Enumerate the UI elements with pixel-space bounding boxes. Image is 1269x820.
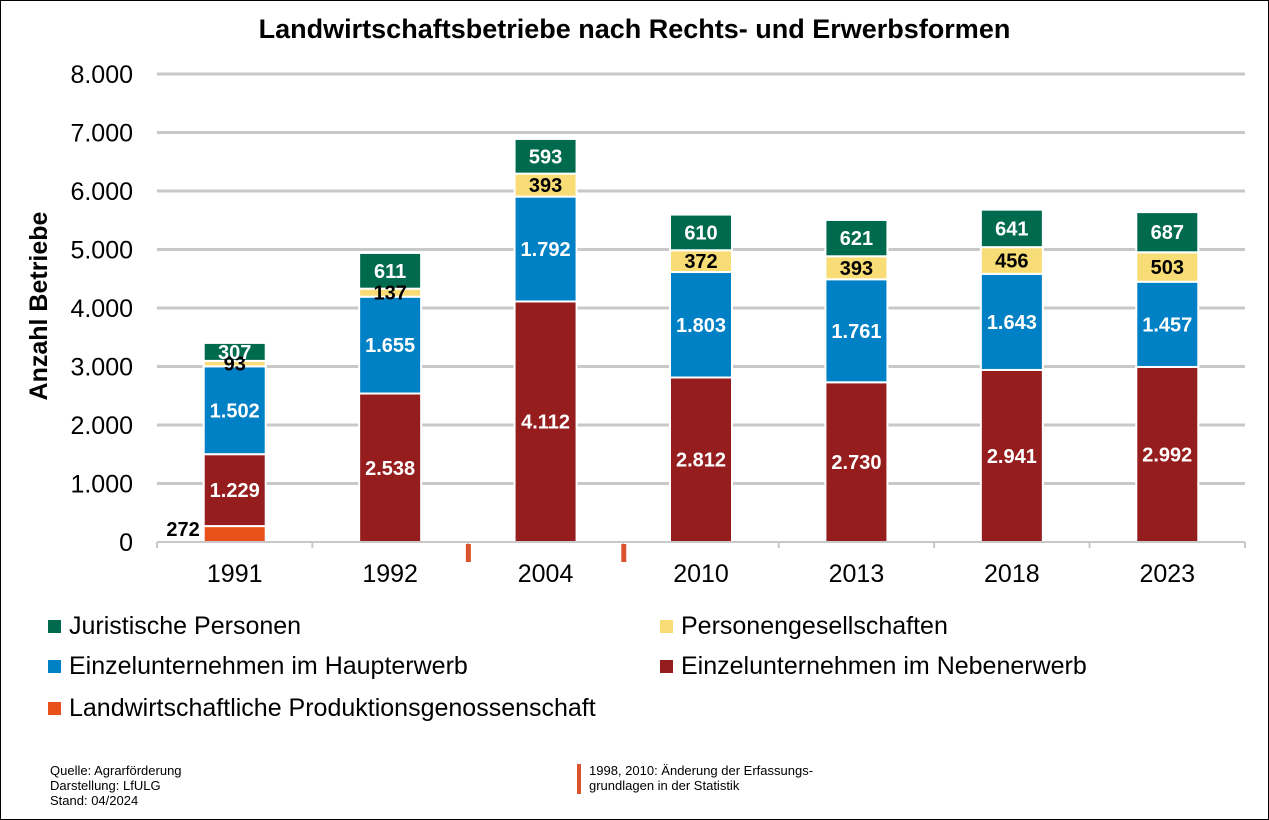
y-axis-label: Anzahl Betriebe xyxy=(25,211,53,400)
break-marker-legend xyxy=(577,764,581,794)
legend-item-juristische-personen: Juristische Personen xyxy=(48,612,301,641)
data-label: 2.941 xyxy=(987,446,1037,468)
x-tick-label: 2018 xyxy=(984,560,1040,588)
x-tick-label: 2004 xyxy=(518,560,574,588)
x-tick-label: 2013 xyxy=(829,560,885,588)
author-text: Darstellung: LfULG xyxy=(50,778,161,793)
bar-segment xyxy=(358,392,423,544)
bar-segment xyxy=(1135,280,1200,368)
data-label: 1.655 xyxy=(365,335,415,357)
y-tick-label: 3.000 xyxy=(70,354,133,382)
bar-segment xyxy=(979,246,1044,275)
x-tick-label: 1992 xyxy=(362,560,418,588)
data-label: 307 xyxy=(218,342,251,364)
footer-note: 1998, 2010: Änderung der Erfassungs- gru… xyxy=(589,763,813,793)
data-label: 2.730 xyxy=(831,452,881,474)
bar-segment xyxy=(1135,251,1200,283)
y-tick-label: 5.000 xyxy=(70,237,133,265)
legend-item-personengesellschaften: Personengesellschaften xyxy=(660,612,948,641)
bar-segment xyxy=(824,381,889,544)
legend-swatch xyxy=(48,702,61,715)
data-label: 372 xyxy=(684,251,717,273)
data-label: 272 xyxy=(166,519,199,541)
data-label: 2.538 xyxy=(365,458,415,480)
y-tick-label: 6.000 xyxy=(70,178,133,206)
data-label: 137 xyxy=(373,283,406,305)
x-tick-label: 2023 xyxy=(1139,560,1195,588)
bar-segment xyxy=(824,278,889,384)
data-label: 93 xyxy=(224,354,246,376)
bar-segment xyxy=(358,251,423,290)
data-label: 1.229 xyxy=(210,480,260,502)
data-label: 641 xyxy=(995,218,1028,240)
data-label: 593 xyxy=(529,146,562,168)
y-tick-label: 2.000 xyxy=(70,412,133,440)
data-label: 393 xyxy=(529,175,562,197)
data-label: 1.502 xyxy=(210,400,260,422)
bar-segment xyxy=(202,453,267,528)
data-label: 1.457 xyxy=(1142,314,1192,336)
bar-segment xyxy=(824,218,889,258)
note-line-1: 1998, 2010: Änderung der Erfassungs- xyxy=(589,763,814,778)
bar-segment xyxy=(202,525,267,544)
legend-label: Landwirtschaftliche Produktionsgenossens… xyxy=(69,694,596,722)
bar-segment xyxy=(669,271,733,379)
source-text: Quelle: Agrarförderung xyxy=(50,763,182,778)
data-label: 1.792 xyxy=(521,239,571,261)
legend-label: Personengesellschaften xyxy=(681,612,948,640)
break-marker xyxy=(465,544,471,562)
legend-label: Juristische Personen xyxy=(69,612,302,640)
y-tick-label: 4.000 xyxy=(70,295,133,323)
data-label: 1.761 xyxy=(831,321,881,343)
chart-title: Landwirtschaftsbetriebe nach Rechts- und… xyxy=(258,14,1011,44)
date-text: Stand: 04/2024 xyxy=(50,793,139,808)
bar-segment xyxy=(1135,211,1200,254)
legend-item-nebenerwerb: Einzelunternehmen im Nebenerwerb xyxy=(660,652,1087,681)
legend-item-lpg: Landwirtschaftliche Produktionsgenossens… xyxy=(48,694,596,723)
x-tick-label: 1991 xyxy=(207,560,263,588)
bar-segment xyxy=(669,213,733,252)
legend-swatch xyxy=(48,660,61,673)
bar-segment xyxy=(202,341,267,362)
bar-segment xyxy=(358,295,423,395)
data-label: 1.643 xyxy=(987,312,1037,334)
note-line-2: grundlagen in der Statistik xyxy=(589,778,740,793)
y-tick-label: 7.000 xyxy=(70,120,133,148)
bar-segment xyxy=(979,272,1044,371)
y-tick-label: 0 xyxy=(119,529,133,557)
data-label: 503 xyxy=(1151,257,1184,279)
data-label: 621 xyxy=(840,228,873,250)
break-marker xyxy=(621,544,627,562)
bar-segment xyxy=(513,195,578,303)
data-label: 687 xyxy=(1151,222,1184,244)
data-label: 610 xyxy=(684,222,717,244)
data-label: 393 xyxy=(840,258,873,280)
y-tick-label: 1.000 xyxy=(70,471,133,499)
data-label: 2.812 xyxy=(676,450,726,472)
legend-swatch xyxy=(660,660,673,673)
bar-segment xyxy=(202,365,267,456)
data-label: 4.112 xyxy=(521,412,570,434)
legend-swatch xyxy=(660,620,673,633)
data-label: 611 xyxy=(374,261,406,283)
footer-source: Quelle: Agrarförderung Darstellung: LfUL… xyxy=(50,763,182,808)
y-tick-label: 8.000 xyxy=(70,61,133,89)
legend-label: Einzelunternehmen im Nebenerwerb xyxy=(681,652,1087,680)
legend-swatch xyxy=(48,620,61,633)
data-label: 2.992 xyxy=(1142,444,1192,466)
x-tick-label: 2010 xyxy=(673,560,729,588)
bar-segment xyxy=(979,208,1044,249)
data-label: 1.803 xyxy=(676,315,726,337)
legend-item-haupterwerb: Einzelunternehmen im Haupterwerb xyxy=(48,652,468,681)
legend-label: Einzelunternehmen im Haupterwerb xyxy=(69,652,468,680)
bar-segment xyxy=(979,368,1044,543)
data-label: 456 xyxy=(995,250,1028,272)
bar-segment xyxy=(513,137,578,175)
